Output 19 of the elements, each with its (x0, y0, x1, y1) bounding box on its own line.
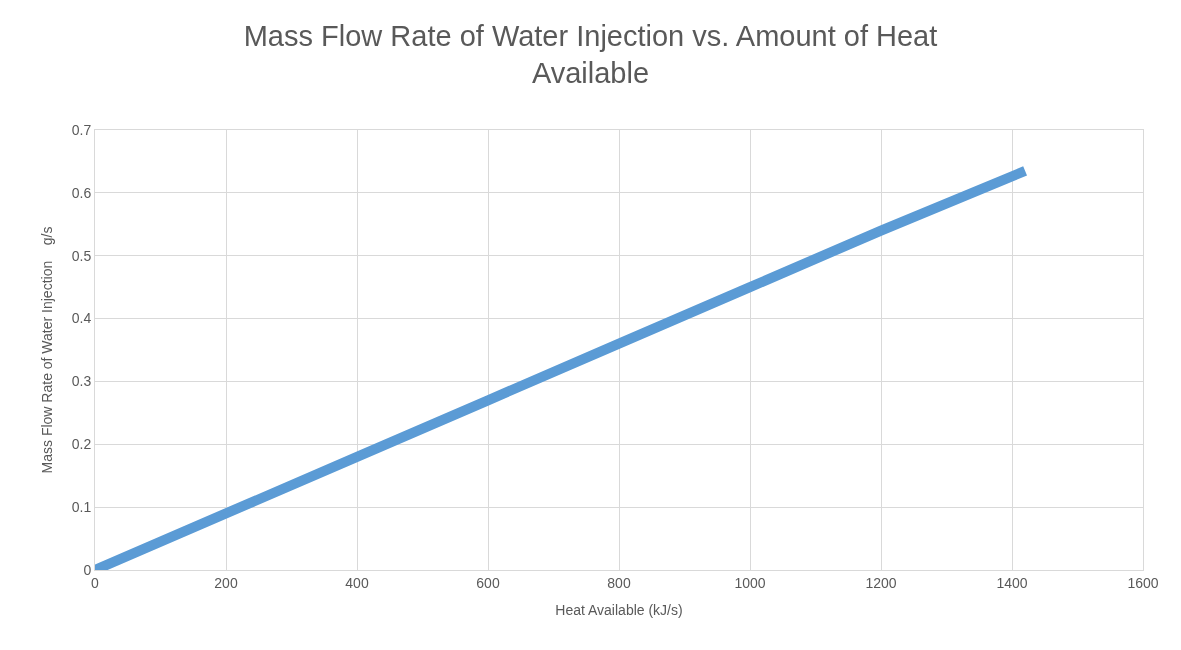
x-tick-label: 200 (214, 574, 238, 591)
x-tick-label: 1400 (996, 574, 1028, 591)
y-tick-label: 0.3 (71, 373, 92, 390)
y-axis-title: Mass Flow Rate of Water Injection g/s (39, 226, 56, 474)
x-tick-label: 1600 (1127, 574, 1159, 591)
y-tick-label: 0.2 (71, 436, 92, 453)
y-tick-label: 0.5 (71, 247, 92, 264)
x-tick-label: 400 (345, 574, 369, 591)
y-tick-label: 0.7 (71, 121, 92, 138)
y-tick-label: 0.6 (71, 184, 92, 201)
x-axis-title: Heat Available (kJ/s) (555, 602, 683, 619)
x-tick-label: 1000 (734, 574, 766, 591)
y-tick-label: 0 (83, 561, 92, 578)
x-tick-label: 800 (607, 574, 631, 591)
x-tick-label: 1200 (865, 574, 897, 591)
y-tick-label: 0.4 (71, 310, 92, 327)
y-tick-label: 0.1 (71, 499, 92, 516)
x-tick-label: 600 (476, 574, 500, 591)
chart-title: Mass Flow Rate of Water Injection vs. Amount of Heat Available (243, 19, 938, 90)
